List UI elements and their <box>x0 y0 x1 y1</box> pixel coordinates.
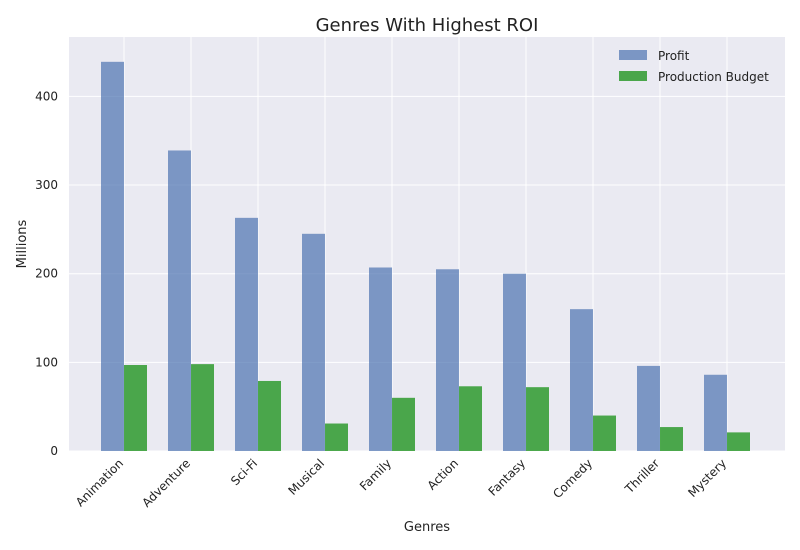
bar-production-budget-fantasy <box>526 387 549 451</box>
bar-production-budget-sci-fi <box>258 380 281 451</box>
bar-profit-action <box>436 269 459 451</box>
y-tick-label: 0 <box>50 444 58 458</box>
bar-production-budget-musical <box>325 423 348 451</box>
x-tick-label: Fantasy <box>486 456 529 499</box>
bar-production-budget-action <box>459 386 482 451</box>
x-axis-label: Genres <box>404 520 450 535</box>
y-tick-label: 400 <box>35 89 58 103</box>
legend-swatch <box>619 71 647 81</box>
x-tick-label: Musical <box>286 456 328 498</box>
y-tick-label: 200 <box>35 267 58 281</box>
bar-production-budget-family <box>392 397 415 451</box>
bar-production-budget-comedy <box>593 415 616 451</box>
bar-profit-fantasy <box>503 273 526 451</box>
legend-label: Production Budget <box>658 70 769 84</box>
x-tick-labels: Animation Adventure Sci-Fi Musical Family Act… <box>73 456 729 510</box>
x-tick-label: Family <box>357 456 394 493</box>
legend-label: Profit <box>658 49 690 63</box>
x-tick-label: Comedy <box>550 456 595 501</box>
x-tick-label: Animation <box>73 456 126 509</box>
legend: Profit Production Budget <box>619 49 769 84</box>
x-tick-label: Action <box>425 456 461 492</box>
bar-profit-comedy <box>570 309 593 451</box>
y-tick-label: 300 <box>35 178 58 192</box>
bar-profit-animation <box>101 61 124 452</box>
x-tick-label: Mystery <box>685 456 729 500</box>
bar-production-budget-adventure <box>191 364 214 451</box>
bar-production-budget-animation <box>124 365 147 451</box>
legend-swatch <box>619 50 647 60</box>
bars <box>101 61 750 452</box>
y-tick-labels: 0 100 200 300 400 <box>35 89 58 458</box>
bar-production-budget-mystery <box>727 432 750 451</box>
bar-profit-thriller <box>637 365 660 451</box>
bar-production-budget-thriller <box>660 427 683 451</box>
y-axis-label: Millions <box>15 219 30 268</box>
chart-title: Genres With Highest ROI <box>316 15 539 36</box>
bar-profit-mystery <box>704 374 727 451</box>
bar-profit-adventure <box>168 150 191 451</box>
y-tick-label: 100 <box>35 355 58 369</box>
bar-profit-sci-fi <box>235 217 258 451</box>
bar-profit-family <box>369 267 392 451</box>
bar-profit-musical <box>302 233 325 451</box>
x-tick-label: Thriller <box>622 456 662 496</box>
x-tick-label: Adventure <box>139 456 193 510</box>
x-tick-label: Sci-Fi <box>228 456 260 488</box>
